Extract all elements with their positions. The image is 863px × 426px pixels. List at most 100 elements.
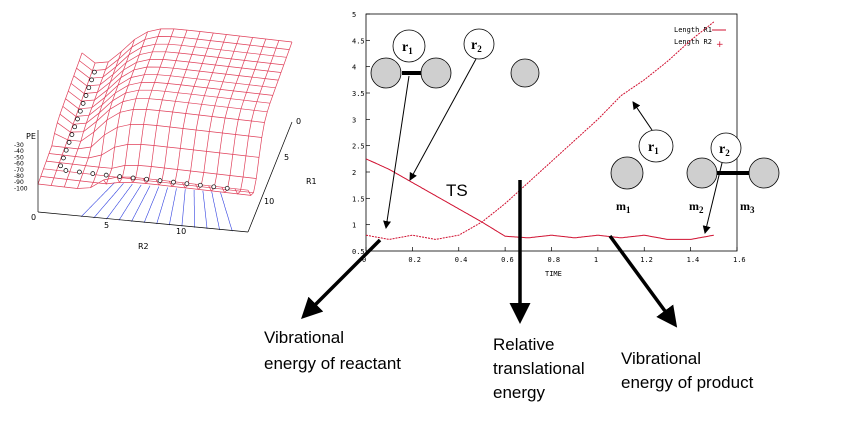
r2-callout-right-label: r2 <box>719 142 730 158</box>
y-tick-label: 3.5 <box>352 90 365 98</box>
arrow-r2-to-reactant-curve <box>409 58 477 181</box>
annotation-arrows <box>301 180 678 328</box>
trajectory-point <box>144 176 149 182</box>
contour-line <box>106 183 133 220</box>
product-atom-m1 <box>610 156 644 190</box>
r2-callout-right <box>710 132 742 164</box>
product-molecule: m1 m2 m3 <box>610 156 780 215</box>
product-atom-m3 <box>748 157 780 189</box>
mesh-line <box>59 89 271 125</box>
trajectory-point <box>77 169 82 175</box>
mesh-line <box>208 37 253 192</box>
surface-contours-blue <box>80 182 233 232</box>
bond-length-plot: 0 0.2 0.4 0.6 0.8 1 1.2 1.4 1.6 0.5 1 1.5 2 2.5 3 3.5 4 4… <box>352 11 746 278</box>
surface-r1-tick-5: 5 <box>284 153 289 162</box>
series-length-r2 <box>365 21 715 240</box>
r1-callout-right <box>638 129 674 163</box>
y-tick-label: 2 <box>352 169 356 177</box>
mesh-line <box>79 36 290 71</box>
reactant-atom-2 <box>420 57 452 89</box>
contour-line <box>80 182 115 218</box>
mesh-line <box>81 28 293 64</box>
annotation-reactant: Vibrational energy of reactant <box>264 328 401 373</box>
surface-mesh-red <box>37 28 293 196</box>
surface-z-label: PE <box>26 132 36 141</box>
legend-r2-swatch: + <box>716 40 724 50</box>
plot-legend: Length R1 Length R2 + <box>674 26 726 50</box>
trajectory-point <box>72 124 78 130</box>
trajectory-point <box>83 93 89 98</box>
z-tick-label: -100 <box>14 185 28 192</box>
mesh-line <box>70 59 282 94</box>
reactant-atom-1 <box>370 57 402 89</box>
surface-trajectory-points <box>58 69 230 191</box>
x-tick-label: 1.4 <box>687 256 700 264</box>
transition-state-label: TS <box>446 181 468 200</box>
y-tick-label: 4.5 <box>352 37 365 45</box>
mesh-line <box>54 109 265 142</box>
mesh-line <box>73 51 284 87</box>
z-tick-label: -40 <box>14 148 24 155</box>
mesh-line <box>155 31 201 186</box>
arrow-r1-to-reactant-curve <box>383 75 410 229</box>
mesh-line <box>234 40 280 195</box>
trajectory-point <box>61 155 66 161</box>
surface-r2-tick-5: 5 <box>104 221 109 230</box>
trajectory-point <box>90 171 96 176</box>
trajectory-point <box>58 163 63 169</box>
r1-callout-right-label: r1 <box>648 140 659 156</box>
arrow-product-vibration <box>608 234 678 328</box>
trajectory-point <box>157 178 163 183</box>
arrow-r1-to-product-curve <box>632 101 653 131</box>
mesh-line <box>68 66 279 102</box>
mesh-line <box>62 81 273 117</box>
mesh-line <box>51 124 262 150</box>
contour-line <box>169 188 177 226</box>
mass-label-m2: m2 <box>689 199 704 215</box>
mesh-line <box>65 74 276 110</box>
trajectory-point <box>63 168 69 173</box>
contour-line <box>131 185 151 222</box>
surface-r1-label: R1 <box>306 177 317 186</box>
x-tick-label: 0.8 <box>548 256 561 264</box>
surface-r1-tick-0: 0 <box>296 117 301 126</box>
z-tick-label: -70 <box>14 167 24 174</box>
trajectory-point <box>92 69 97 75</box>
x-tick-label: 1 <box>594 256 598 264</box>
mesh-line <box>247 41 293 196</box>
trajectory-point <box>80 101 86 106</box>
y-tick-label: 5 <box>352 11 356 19</box>
mesh-line <box>168 32 214 187</box>
trajectory-point <box>77 108 83 114</box>
mesh-line <box>182 34 227 189</box>
contour-line <box>211 191 220 231</box>
x-tick-label: 0 <box>362 256 366 264</box>
trajectory-point <box>184 181 190 187</box>
z-tick-label: -90 <box>14 179 24 186</box>
surface-r2-tick-10: 10 <box>176 227 186 236</box>
legend-r2-label: Length R2 <box>674 38 712 46</box>
y-tick-label: 4 <box>352 64 356 72</box>
plot-ticks: 0 0.2 0.4 0.6 0.8 1 1.2 1.4 1.6 0.5 1 1.5 2 2.5 3 3.5 4 4… <box>352 11 746 264</box>
y-tick-label: 1 <box>352 222 356 230</box>
r1-callout-left-label: r1 <box>402 40 413 56</box>
contour-line <box>156 187 168 225</box>
contour-line <box>143 186 160 223</box>
r1-callout-left <box>392 29 426 63</box>
contour-line <box>220 192 233 232</box>
series-length-r1 <box>365 158 714 240</box>
mesh-line <box>221 38 267 193</box>
y-tick-label: 0.5 <box>352 248 365 256</box>
surface-axes <box>37 121 293 233</box>
annotation-product: Vibrational energy of product <box>621 349 754 392</box>
trajectory-point <box>66 140 72 145</box>
x-tick-label: 1.6 <box>733 256 746 264</box>
product-atom-m2 <box>686 157 718 189</box>
mass-label-m1: m1 <box>616 199 631 215</box>
x-tick-label: 1.2 <box>640 256 653 264</box>
r2-callout-left <box>463 28 495 60</box>
pointer-arrows <box>383 58 723 234</box>
bond-label-callouts: r1 r2 r1 r2 <box>392 28 742 164</box>
z-tick-label: -30 <box>14 142 24 149</box>
trajectory-point <box>63 147 69 153</box>
